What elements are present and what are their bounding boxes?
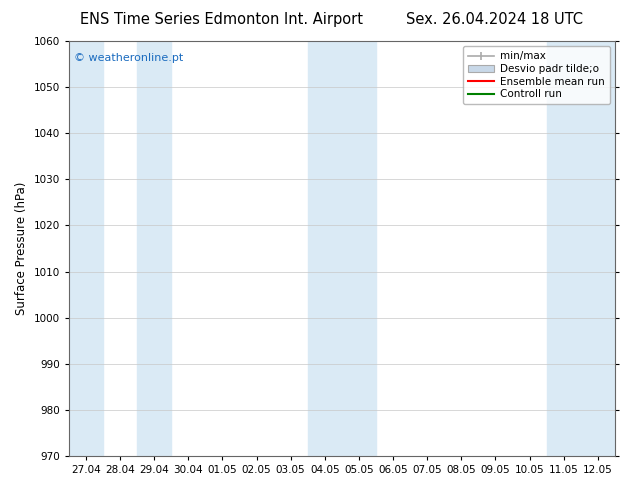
Text: Sex. 26.04.2024 18 UTC: Sex. 26.04.2024 18 UTC <box>406 12 583 27</box>
Bar <box>137 41 171 456</box>
Bar <box>342 41 376 456</box>
Bar <box>307 41 342 456</box>
Text: © weatheronline.pt: © weatheronline.pt <box>74 53 184 64</box>
Bar <box>581 41 615 456</box>
Bar <box>547 41 581 456</box>
Legend: min/max, Desvio padr tilde;o, Ensemble mean run, Controll run: min/max, Desvio padr tilde;o, Ensemble m… <box>463 46 610 104</box>
Text: ENS Time Series Edmonton Int. Airport: ENS Time Series Edmonton Int. Airport <box>81 12 363 27</box>
Bar <box>69 41 103 456</box>
Y-axis label: Surface Pressure (hPa): Surface Pressure (hPa) <box>15 182 28 315</box>
